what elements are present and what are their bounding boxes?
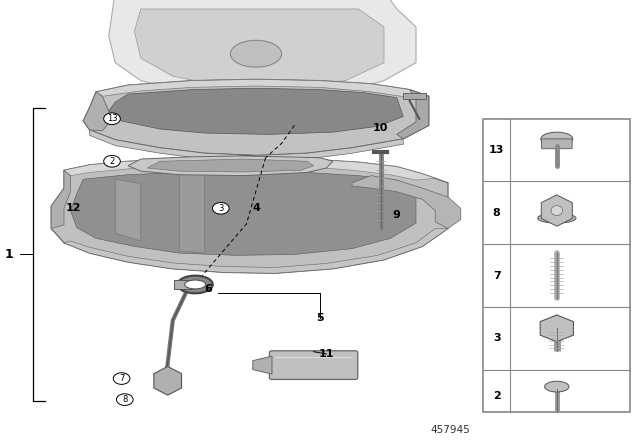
Text: 5: 5 xyxy=(316,313,324,323)
Text: 10: 10 xyxy=(373,123,388,133)
Polygon shape xyxy=(403,93,426,99)
Polygon shape xyxy=(64,158,435,180)
Polygon shape xyxy=(70,172,416,255)
Circle shape xyxy=(104,155,120,167)
Ellipse shape xyxy=(538,213,576,223)
Polygon shape xyxy=(51,158,448,273)
Text: 3: 3 xyxy=(493,333,500,343)
Polygon shape xyxy=(96,79,429,99)
Text: 1: 1 xyxy=(4,248,13,261)
Polygon shape xyxy=(109,0,416,94)
Circle shape xyxy=(116,394,133,405)
Text: 13: 13 xyxy=(489,145,504,155)
Circle shape xyxy=(104,113,120,125)
Polygon shape xyxy=(147,159,314,172)
FancyBboxPatch shape xyxy=(269,351,358,379)
Polygon shape xyxy=(90,130,403,161)
Ellipse shape xyxy=(234,155,259,163)
Ellipse shape xyxy=(184,280,206,289)
Polygon shape xyxy=(128,156,333,176)
Polygon shape xyxy=(253,356,272,374)
Text: 2: 2 xyxy=(493,392,500,401)
Text: 7: 7 xyxy=(493,271,500,280)
Text: 3: 3 xyxy=(218,204,223,213)
Text: 11: 11 xyxy=(319,349,334,359)
Ellipse shape xyxy=(551,206,563,215)
Text: 12: 12 xyxy=(66,203,81,213)
Polygon shape xyxy=(541,195,572,226)
Text: 9: 9 xyxy=(393,210,401,220)
Polygon shape xyxy=(83,92,109,131)
Polygon shape xyxy=(115,179,141,241)
Polygon shape xyxy=(397,90,429,139)
Ellipse shape xyxy=(545,381,569,392)
Text: 7: 7 xyxy=(119,374,124,383)
Ellipse shape xyxy=(541,132,573,146)
Polygon shape xyxy=(179,172,205,253)
Text: 2: 2 xyxy=(109,157,115,166)
Text: 8: 8 xyxy=(493,208,500,218)
Polygon shape xyxy=(154,366,182,395)
FancyBboxPatch shape xyxy=(541,139,572,149)
Text: 4: 4 xyxy=(252,203,260,213)
Polygon shape xyxy=(352,176,461,228)
Text: 6: 6 xyxy=(204,284,212,294)
Bar xyxy=(483,119,630,412)
Ellipse shape xyxy=(230,40,282,67)
Polygon shape xyxy=(174,280,193,289)
Polygon shape xyxy=(540,315,573,342)
Ellipse shape xyxy=(178,276,212,293)
Polygon shape xyxy=(64,228,448,273)
Circle shape xyxy=(212,202,229,214)
Polygon shape xyxy=(134,9,384,85)
Circle shape xyxy=(113,373,130,384)
Polygon shape xyxy=(109,88,403,134)
Polygon shape xyxy=(51,170,70,228)
Text: 8: 8 xyxy=(122,395,127,404)
Text: 457945: 457945 xyxy=(431,425,470,435)
Polygon shape xyxy=(83,79,429,155)
Text: 13: 13 xyxy=(107,114,117,123)
